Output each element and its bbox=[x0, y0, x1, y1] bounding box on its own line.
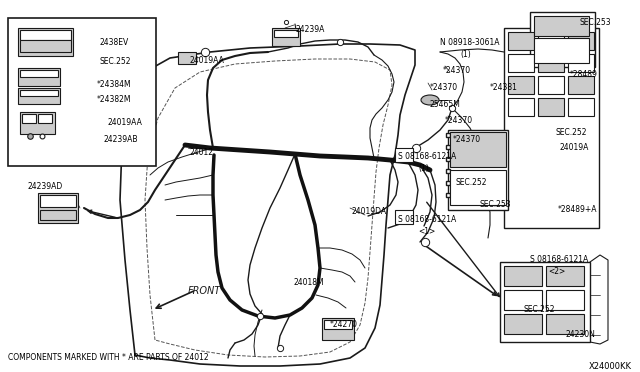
Text: *28489+A: *28489+A bbox=[558, 205, 598, 214]
Bar bbox=[546, 266, 584, 286]
Ellipse shape bbox=[421, 95, 439, 105]
Bar bbox=[546, 314, 584, 334]
Bar bbox=[448, 130, 508, 210]
Bar bbox=[504, 28, 599, 228]
Bar bbox=[508, 32, 534, 50]
Bar bbox=[508, 98, 534, 116]
Text: COMPONENTS MARKED WITH * ARE PARTS OF 24012: COMPONENTS MARKED WITH * ARE PARTS OF 24… bbox=[8, 353, 209, 362]
Text: SEC.252: SEC.252 bbox=[524, 305, 556, 314]
Bar bbox=[534, 16, 589, 36]
Bar bbox=[40, 195, 76, 207]
Text: (1): (1) bbox=[460, 50, 471, 59]
Bar bbox=[546, 290, 584, 310]
Bar bbox=[568, 32, 594, 50]
Text: SEC.253: SEC.253 bbox=[580, 18, 612, 27]
Bar bbox=[20, 30, 71, 40]
Bar bbox=[568, 98, 594, 116]
Bar bbox=[538, 98, 564, 116]
Text: 2438EV: 2438EV bbox=[100, 38, 129, 47]
Bar bbox=[538, 76, 564, 94]
Bar bbox=[534, 38, 589, 63]
Text: (1): (1) bbox=[418, 164, 429, 173]
Text: S 08168-6121A: S 08168-6121A bbox=[398, 152, 456, 161]
Bar bbox=[508, 54, 534, 72]
Bar bbox=[395, 148, 413, 162]
Text: *28489: *28489 bbox=[570, 70, 598, 79]
Bar bbox=[508, 76, 534, 94]
Bar bbox=[450, 132, 506, 167]
Bar bbox=[504, 266, 542, 286]
Text: X24000KK: X24000KK bbox=[589, 362, 632, 371]
Bar bbox=[568, 54, 594, 72]
Text: *24370: *24370 bbox=[445, 116, 473, 125]
Bar bbox=[20, 90, 58, 96]
Text: N 08918-3061A: N 08918-3061A bbox=[440, 38, 499, 47]
Bar bbox=[322, 318, 354, 340]
Text: 24018M: 24018M bbox=[293, 278, 324, 287]
Text: <2>: <2> bbox=[548, 267, 565, 276]
Bar bbox=[395, 210, 413, 224]
Bar bbox=[568, 76, 594, 94]
Text: SEC.252: SEC.252 bbox=[100, 57, 131, 66]
Bar bbox=[20, 40, 71, 52]
Bar bbox=[274, 30, 298, 37]
Bar bbox=[538, 54, 564, 72]
Bar bbox=[38, 114, 52, 123]
Bar bbox=[18, 88, 60, 104]
Bar bbox=[20, 112, 55, 134]
Bar bbox=[530, 12, 595, 67]
Text: 24019A: 24019A bbox=[560, 143, 589, 152]
Bar bbox=[18, 28, 73, 56]
Text: *24370: *24370 bbox=[443, 66, 471, 75]
Text: *24381: *24381 bbox=[490, 83, 518, 92]
Bar bbox=[8, 18, 156, 166]
Bar bbox=[40, 210, 76, 220]
Text: SEC.252: SEC.252 bbox=[555, 128, 586, 137]
Text: 24239AD: 24239AD bbox=[28, 182, 63, 191]
Bar bbox=[22, 114, 36, 123]
Text: 24012: 24012 bbox=[190, 148, 214, 157]
Text: 25465M: 25465M bbox=[430, 100, 461, 109]
Text: <1>: <1> bbox=[418, 227, 435, 236]
Bar bbox=[504, 314, 542, 334]
Text: S 08168-6121A: S 08168-6121A bbox=[398, 215, 456, 224]
Bar bbox=[272, 28, 300, 46]
Text: 24239A: 24239A bbox=[295, 25, 324, 34]
Bar bbox=[538, 32, 564, 50]
Text: SEC.252: SEC.252 bbox=[455, 178, 486, 187]
Bar bbox=[500, 262, 590, 342]
Text: *24270: *24270 bbox=[330, 320, 358, 329]
Bar bbox=[504, 290, 542, 310]
Text: 24230N: 24230N bbox=[565, 330, 595, 339]
Text: *24384M: *24384M bbox=[97, 80, 132, 89]
Bar bbox=[18, 68, 60, 86]
Text: 24019AA: 24019AA bbox=[190, 56, 225, 65]
Bar bbox=[20, 70, 58, 77]
Text: *24370: *24370 bbox=[453, 135, 481, 144]
Text: FRONT: FRONT bbox=[188, 286, 221, 296]
Text: S 08168-6121A: S 08168-6121A bbox=[530, 255, 588, 264]
Bar bbox=[178, 52, 196, 64]
Bar bbox=[324, 320, 352, 329]
Text: 24019DA: 24019DA bbox=[352, 207, 387, 216]
Text: 24239AB: 24239AB bbox=[103, 135, 138, 144]
Text: *24370: *24370 bbox=[430, 83, 458, 92]
Text: SEC.253: SEC.253 bbox=[480, 200, 511, 209]
Text: *24382M: *24382M bbox=[97, 95, 131, 104]
Text: 24019AA: 24019AA bbox=[108, 118, 143, 127]
Bar bbox=[450, 170, 506, 205]
Bar bbox=[38, 193, 78, 223]
